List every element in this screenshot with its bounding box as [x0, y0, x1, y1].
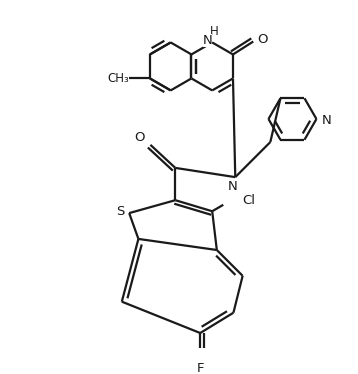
Text: Cl: Cl	[243, 194, 256, 207]
Text: N: N	[203, 34, 212, 47]
Text: N: N	[322, 114, 332, 128]
Text: S: S	[116, 205, 124, 218]
Text: F: F	[197, 362, 204, 374]
Text: O: O	[134, 131, 145, 144]
Text: O: O	[257, 33, 268, 46]
Text: CH₃: CH₃	[107, 72, 129, 85]
Text: N: N	[228, 180, 237, 193]
Text: H: H	[210, 25, 218, 38]
